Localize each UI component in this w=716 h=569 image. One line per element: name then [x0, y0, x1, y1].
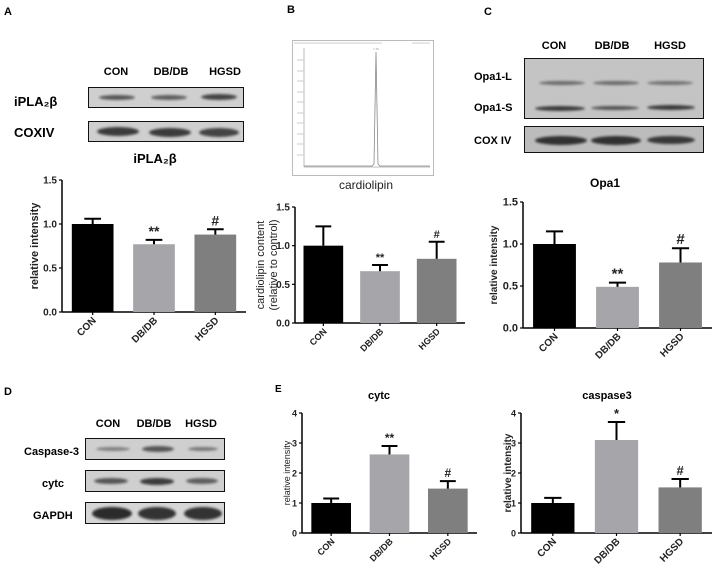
- svg-text:CON: CON: [75, 315, 99, 339]
- blot-row-label: Opa1-L: [474, 71, 512, 83]
- bar-chart-cardiolipin: 0.0 0.5 1.0 1.5 cardiolipin content (relative…: [255, 203, 465, 354]
- lane-label: DB/DB: [594, 40, 630, 52]
- lane-label: CON: [103, 66, 129, 78]
- y-tick-label: 0.0: [276, 319, 290, 330]
- y-tick-label: 0.0: [503, 323, 518, 335]
- svg-text:**: **: [149, 223, 160, 239]
- svg-text:CON: CON: [315, 536, 336, 557]
- y-tick-label: 0.5: [503, 281, 518, 293]
- svg-text:DB/DB: DB/DB: [368, 536, 396, 564]
- y-tick-label: 1.0: [276, 241, 290, 252]
- lane-label: CON: [95, 418, 121, 430]
- chromatogram-caption: cardiolipin: [338, 178, 394, 192]
- panel-e-letter: E: [275, 384, 282, 395]
- blot-row-label: iPLA₂β: [14, 94, 58, 109]
- blot-row-label: Opa1-S: [474, 102, 513, 114]
- svg-text:DB/DB: DB/DB: [130, 315, 160, 345]
- chart-title: iPLA₂β: [133, 151, 177, 166]
- svg-text:HGSD: HGSD: [428, 536, 454, 562]
- svg-text:#: #: [434, 229, 440, 241]
- blot-row-label: Caspase-3: [24, 446, 80, 458]
- y-tick-label: 1.5: [276, 203, 290, 214]
- y-tick-label: 2: [292, 469, 297, 479]
- y-tick-label: 4: [292, 409, 297, 419]
- svg-text:DB/DB: DB/DB: [592, 536, 622, 566]
- svg-text:CON: CON: [537, 331, 561, 355]
- western-blot-gapdh: [85, 502, 225, 524]
- svg-text:HGSD: HGSD: [658, 536, 686, 564]
- y-tick-label: 1.5: [43, 176, 57, 187]
- svg-text:HGSD: HGSD: [658, 331, 686, 359]
- chart-title: cytc: [367, 390, 391, 402]
- y-tick-label: 0: [292, 529, 297, 539]
- bar-chart-cytc: 0 1 2 3 4 relative intensity CON DB/DB ** HGSD #: [282, 409, 477, 564]
- svg-text:HGSD: HGSD: [417, 326, 443, 352]
- y-tick-label: 1: [292, 499, 297, 509]
- svg-text:#: #: [211, 212, 219, 228]
- y-tick-label: 2: [511, 469, 516, 479]
- western-blot-cox-iv: [524, 126, 704, 153]
- blot-row-label: COXIV: [14, 125, 55, 140]
- western-blot-iPLA2b: [88, 87, 244, 108]
- svg-text:cardiolipin content: cardiolipin content: [255, 221, 267, 310]
- western-blot-cytc: [85, 470, 225, 492]
- lane-label: DB/DB: [153, 66, 189, 78]
- svg-text:HGSD: HGSD: [193, 315, 221, 343]
- panel-b-letter: B: [287, 4, 295, 16]
- y-tick-label: 0: [511, 529, 516, 539]
- lane-label: HGSD: [185, 418, 217, 430]
- lane-label: CON: [541, 40, 567, 52]
- svg-text:relative intensity: relative intensity: [29, 202, 41, 290]
- y-tick-label: 1: [511, 499, 516, 509]
- svg-text:CON: CON: [308, 326, 329, 347]
- y-tick-label: 0.5: [276, 280, 290, 291]
- y-tick-label: 0.0: [43, 308, 57, 319]
- svg-text:relative intensity: relative intensity: [489, 225, 500, 304]
- svg-text:(relative to control): (relative to control): [268, 219, 280, 310]
- svg-text:#: #: [444, 466, 451, 480]
- y-tick-label: 3: [511, 439, 516, 449]
- y-tick-label: 4: [511, 409, 516, 419]
- bar-chart-iPLA2b: 0.0 0.5 1.0 1.5 relative intensity CON DB/DB **…: [29, 176, 246, 346]
- y-tick-label: 1.0: [503, 239, 518, 251]
- y-tick-label: 0.5: [43, 264, 57, 275]
- western-blot-opa1: [524, 58, 704, 119]
- svg-text:*: *: [614, 406, 620, 421]
- lane-label: DB/DB: [136, 418, 172, 430]
- svg-text:DB/DB: DB/DB: [358, 326, 386, 354]
- panel-a-letter: A: [4, 6, 12, 18]
- lane-label: HGSD: [654, 40, 686, 52]
- svg-text:**: **: [376, 252, 385, 264]
- chart-title: Opa1: [589, 176, 620, 190]
- lane-label: HGSD: [209, 66, 241, 78]
- y-tick-label: 3: [292, 439, 297, 449]
- svg-text:#: #: [676, 231, 685, 248]
- western-blot-caspase3: [85, 438, 225, 460]
- y-tick-label: 1.5: [503, 197, 518, 209]
- western-blot-coxiv: [88, 121, 244, 142]
- svg-text:relative intensity: relative intensity: [282, 440, 292, 505]
- chromatogram: 1.26: [292, 40, 434, 176]
- blot-row-label: COX IV: [474, 135, 512, 147]
- svg-text:relative intensity: relative intensity: [503, 433, 514, 512]
- svg-text:CON: CON: [535, 536, 559, 560]
- chart-title: caspase3: [582, 390, 632, 402]
- svg-text:**: **: [385, 431, 395, 445]
- bar-chart-caspase3: 0 1 2 3 4 relative intensity CON DB/DB * HGSD #: [503, 406, 712, 567]
- svg-text:1.26: 1.26: [373, 47, 379, 51]
- bar-chart-opa1: 0.0 0.5 1.0 1.5 relative intensity CON DB/DB **…: [489, 197, 712, 362]
- y-tick-label: 1.0: [43, 220, 57, 231]
- panel-d-letter: D: [4, 386, 12, 398]
- blot-row-label: cytc: [42, 478, 65, 490]
- panel-c-letter: C: [484, 6, 492, 18]
- svg-text:#: #: [677, 463, 685, 478]
- svg-text:**: **: [612, 266, 624, 283]
- svg-text:DB/DB: DB/DB: [593, 331, 623, 361]
- blot-row-label: GAPDH: [33, 510, 73, 522]
